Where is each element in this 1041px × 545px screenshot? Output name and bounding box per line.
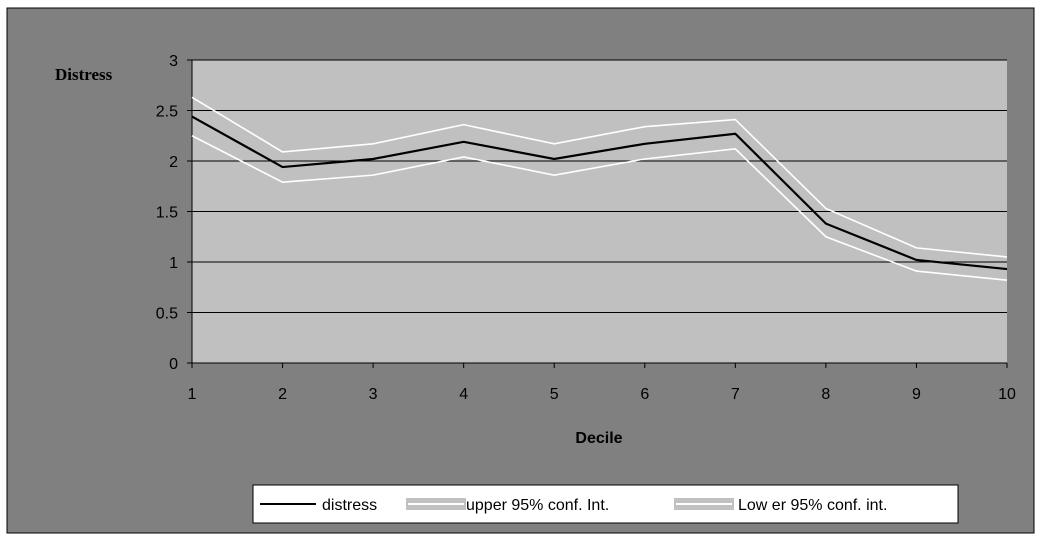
gridlines [192, 59, 1007, 313]
x-tick-label: 4 [459, 386, 468, 403]
tick-labels: 0 0.5 1 1.5 2 2.5 3 1 2 3 4 5 6 7 8 9 10 [156, 53, 1016, 403]
x-tick-label: 1 [188, 386, 197, 403]
series-line-1 [191, 96, 1008, 258]
legend-box [252, 484, 959, 524]
y-tick-label: 0 [169, 356, 178, 373]
series-line-0 [191, 115, 1008, 271]
x-tick-label: 7 [731, 386, 740, 403]
x-tick-label: 10 [998, 386, 1016, 403]
legend: distress upper 95% conf. Int. Low er 95% c… [252, 484, 959, 524]
y-tick-label: 2.5 [156, 104, 178, 121]
x-tick-label: 6 [640, 386, 649, 403]
x-tick-label: 2 [278, 386, 287, 403]
y-tick-label: 1 [169, 255, 178, 272]
x-tick-label: 3 [369, 386, 378, 403]
x-tick-label: 5 [550, 386, 559, 403]
x-axis-label: Decile [575, 430, 622, 447]
axes [187, 59, 1008, 368]
legend-label-0: distress [322, 497, 377, 514]
x-tick-label: 9 [912, 386, 921, 403]
legend-label-1: upper 95% conf. Int. [466, 497, 609, 514]
y-tick-label: 2 [169, 154, 178, 171]
legend-label-2: Low er 95% conf. int. [738, 497, 887, 514]
y-axis-label: Distress [55, 65, 113, 84]
x-tick-label: 8 [821, 386, 830, 403]
y-tick-label: 0.5 [156, 306, 178, 323]
y-tick-label: 1.5 [156, 205, 178, 222]
series-lines [191, 96, 1008, 281]
series-line-2 [191, 135, 1008, 281]
y-tick-label: 3 [169, 53, 178, 70]
